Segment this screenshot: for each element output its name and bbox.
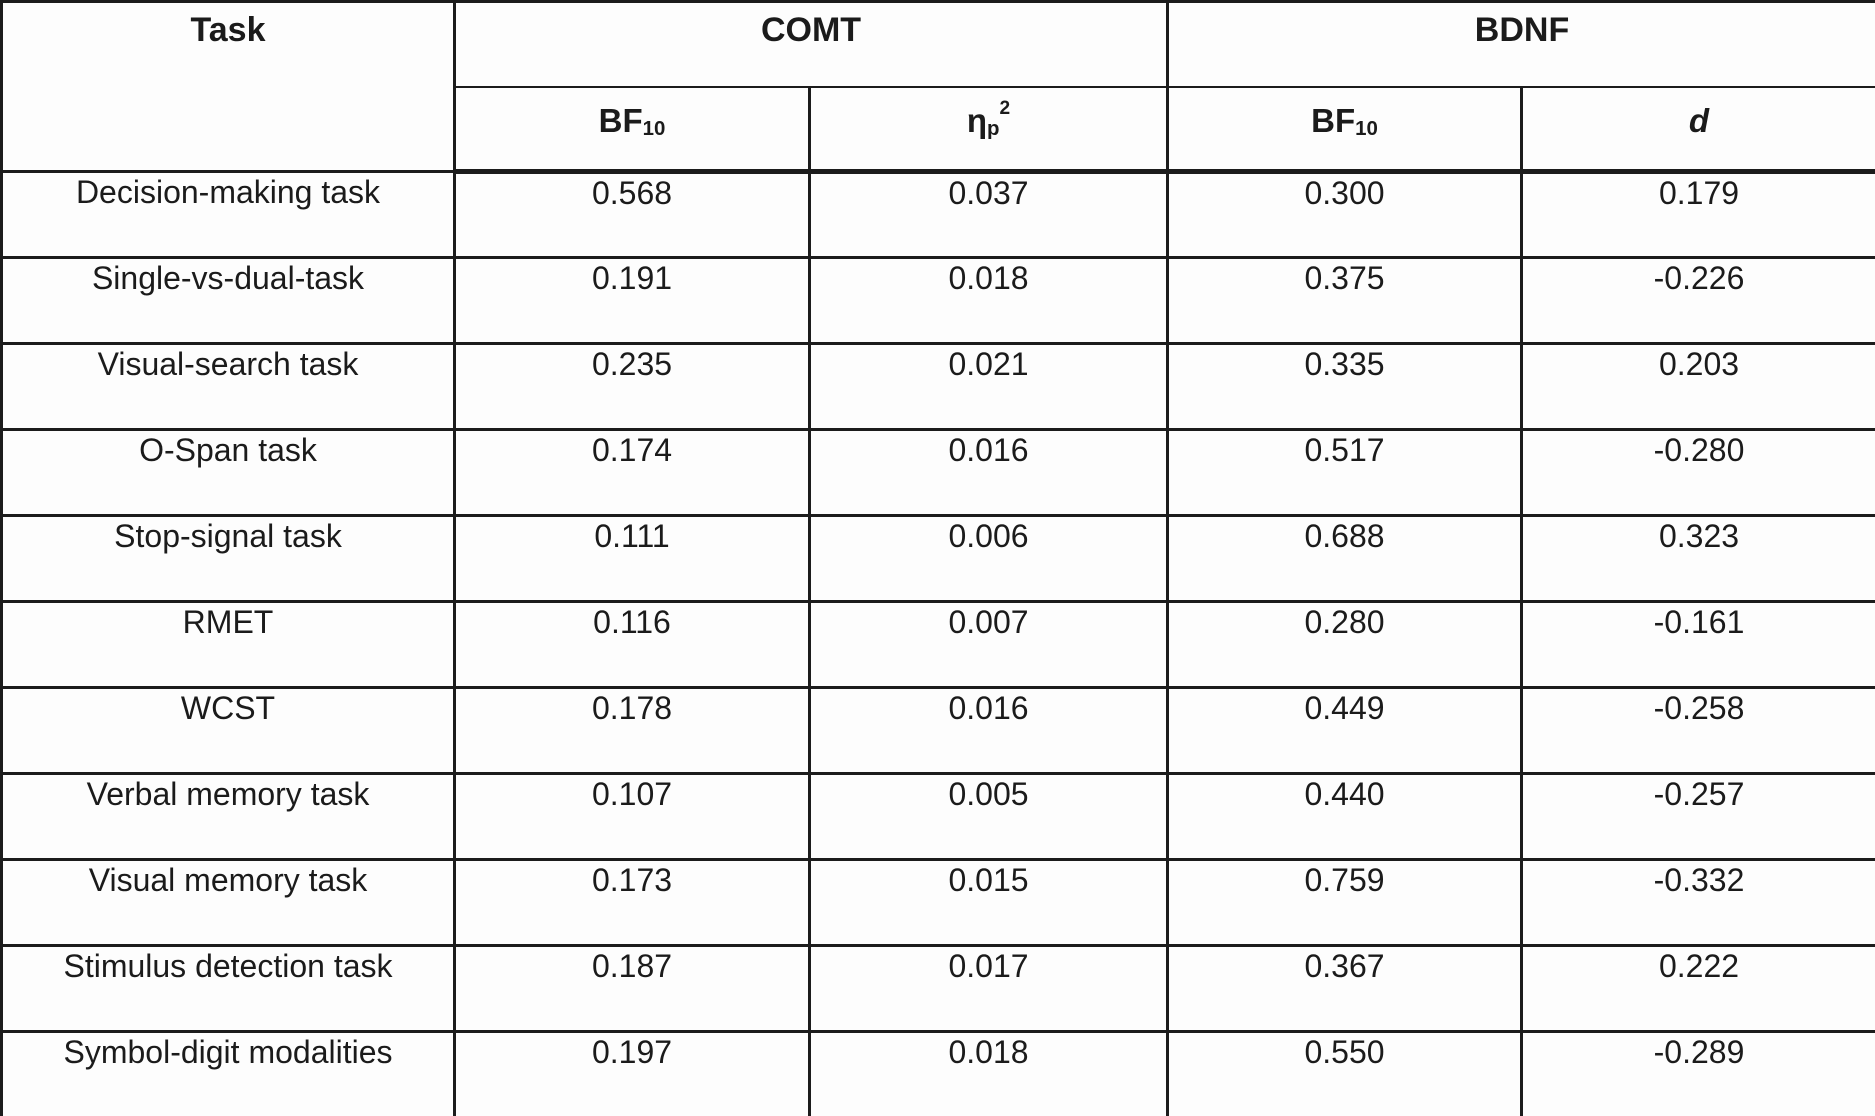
bdnf-d-cell: -0.332 [1520, 858, 1875, 947]
col-group-bdnf: BDNF [1166, 0, 1875, 88]
col-header-comt-bf10: BF10 [453, 85, 811, 174]
bdnf-d-cell: -0.257 [1520, 772, 1875, 861]
bdnf-d-cell: 0.323 [1520, 514, 1875, 603]
comt-bf10-cell: 0.116 [453, 600, 811, 689]
comt-bf10-cell: 0.191 [453, 256, 811, 345]
comt-eta-squared-cell: 0.007 [808, 600, 1169, 689]
comt-bf10-cell: 0.197 [453, 1030, 811, 1116]
table-header: Task COMT BDNF BF10 ηp2 BF10 d [0, 0, 1875, 174]
task-cell: Stimulus detection task [0, 944, 456, 1033]
eta-label-subscript: p [987, 117, 1000, 141]
bdnf-bf10-cell: 0.280 [1166, 600, 1523, 689]
table-row: Verbal memory task 0.107 0.005 0.440 -0.257 [0, 772, 1875, 861]
task-cell: Single-vs-dual-task [0, 256, 456, 345]
eta-label-base: η [966, 101, 988, 139]
header-group-row: Task COMT BDNF [0, 0, 1875, 173]
table-row: Visual memory task 0.173 0.015 0.759 -0.332 [0, 858, 1875, 947]
table-row: RMET 0.116 0.007 0.280 -0.161 [0, 600, 1875, 689]
comt-bf10-cell: 0.187 [453, 944, 811, 1033]
table-row: Symbol-digit modalities 0.197 0.018 0.550 -0… [0, 1030, 1875, 1116]
task-cell: Decision-making task [0, 170, 456, 259]
comt-eta-squared-cell: 0.018 [808, 256, 1169, 345]
comt-bf10-cell: 0.107 [453, 772, 811, 861]
table-row: Stimulus detection task 0.187 0.017 0.367 0.… [0, 944, 1875, 1033]
table-row: O-Span task 0.174 0.016 0.517 -0.280 [0, 428, 1875, 517]
task-cell: Visual-search task [0, 342, 456, 431]
bdnf-d-cell: 0.203 [1520, 342, 1875, 431]
bdnf-bf10-cell: 0.688 [1166, 514, 1523, 603]
comt-eta-squared-cell: 0.005 [808, 772, 1169, 861]
table-row: Single-vs-dual-task 0.191 0.018 0.375 -0.226 [0, 256, 1875, 345]
bdnf-d-cell: -0.289 [1520, 1030, 1875, 1116]
col-group-comt: COMT [453, 0, 1169, 88]
bdnf-bf10-cell: 0.335 [1166, 342, 1523, 431]
table-row: WCST 0.178 0.016 0.449 -0.258 [0, 686, 1875, 775]
bdnf-bf10-cell: 0.440 [1166, 772, 1523, 861]
task-cell: Visual memory task [0, 858, 456, 947]
bdnf-bf10-cell: 0.517 [1166, 428, 1523, 517]
bdnf-d-cell: -0.258 [1520, 686, 1875, 775]
bdnf-d-cell: 0.222 [1520, 944, 1875, 1033]
bdnf-d-cell: -0.226 [1520, 256, 1875, 345]
comt-eta-squared-cell: 0.017 [808, 944, 1169, 1033]
comt-eta-squared-cell: 0.021 [808, 342, 1169, 431]
bdnf-bf10-cell: 0.375 [1166, 256, 1523, 345]
table-body: Decision-making task 0.568 0.037 0.300 0.179… [0, 170, 1875, 1116]
table-row: Decision-making task 0.568 0.037 0.300 0.179 [0, 170, 1875, 259]
bdnf-bf10-cell: 0.300 [1166, 170, 1523, 259]
bdnf-d-cell: -0.161 [1520, 600, 1875, 689]
comt-bf10-cell: 0.568 [453, 170, 811, 259]
task-cell: RMET [0, 600, 456, 689]
eta-label-superscript: 2 [999, 97, 1011, 119]
task-cell: Verbal memory task [0, 772, 456, 861]
task-cell: Stop-signal task [0, 514, 456, 603]
comt-bf10-cell: 0.174 [453, 428, 811, 517]
bdnf-bf10-cell: 0.550 [1166, 1030, 1523, 1116]
comt-eta-squared-cell: 0.016 [808, 686, 1169, 775]
comt-bf10-cell: 0.178 [453, 686, 811, 775]
task-cell: O-Span task [0, 428, 456, 517]
comt-eta-squared-cell: 0.037 [808, 170, 1169, 259]
bf10-label-base: BF [598, 101, 643, 139]
comt-eta-squared-cell: 0.006 [808, 514, 1169, 603]
col-header-bdnf-d: d [1520, 85, 1875, 174]
comt-bf10-cell: 0.111 [453, 514, 811, 603]
comt-eta-squared-cell: 0.015 [808, 858, 1169, 947]
bf10-label-base: BF [1311, 101, 1356, 139]
task-cell: Symbol-digit modalities [0, 1030, 456, 1116]
col-header-task: Task [0, 0, 456, 173]
table-row: Stop-signal task 0.111 0.006 0.688 0.323 [0, 514, 1875, 603]
task-cell: WCST [0, 686, 456, 775]
col-header-bdnf-bf10: BF10 [1166, 85, 1523, 174]
col-header-comt-eta-squared: ηp2 [808, 85, 1169, 174]
comt-eta-squared-cell: 0.016 [808, 428, 1169, 517]
comt-eta-squared-cell: 0.018 [808, 1030, 1169, 1116]
bdnf-bf10-cell: 0.759 [1166, 858, 1523, 947]
comt-bf10-cell: 0.173 [453, 858, 811, 947]
bdnf-d-cell: 0.179 [1520, 170, 1875, 259]
bf10-label-subscript: 10 [1355, 117, 1378, 141]
bf10-label-subscript: 10 [642, 117, 666, 141]
table-row: Visual-search task 0.235 0.021 0.335 0.203 [0, 342, 1875, 431]
bdnf-bf10-cell: 0.367 [1166, 944, 1523, 1033]
header-measure-row: BF10 ηp2 BF10 d [2, 85, 1875, 174]
bdnf-bf10-cell: 0.449 [1166, 686, 1523, 775]
bdnf-d-cell: -0.280 [1520, 428, 1875, 517]
comt-bf10-cell: 0.235 [453, 342, 811, 431]
